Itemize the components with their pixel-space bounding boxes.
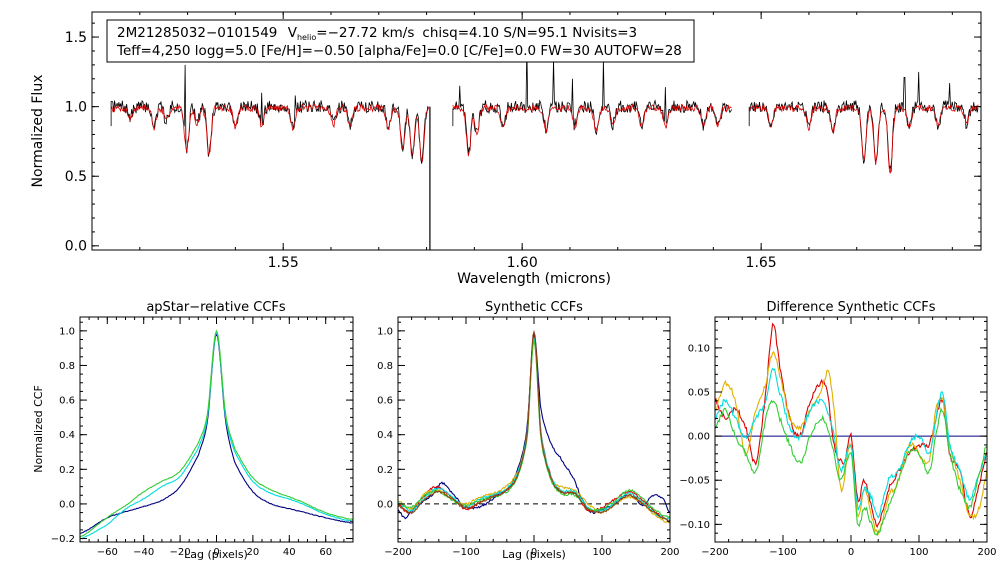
ccf3-series (714, 322, 988, 537)
ccf3-line-visit-3 (714, 367, 988, 519)
x-tick-label: 0 (213, 547, 219, 558)
spectrum-observed-chip-1 (110, 64, 429, 164)
ccf1-line-visit-3 (79, 329, 354, 538)
ccf-panel-difference: Difference Synthetic CCFs −200 −100 0 100 20… (679, 300, 996, 558)
y-tick-label: 1.5 (65, 30, 87, 46)
ccf3-title: Difference Synthetic CCFs (766, 300, 935, 315)
annotation-line-1: 2M21285032−0101549 Vhelio=−27.72 km/s chi… (117, 25, 637, 42)
y-tick-label: 0.6 (377, 396, 393, 407)
y-tick-label: 0.05 (688, 388, 710, 399)
y-tick-label: 0.4 (377, 430, 393, 441)
y-tick-label: 0.0 (65, 239, 87, 255)
ccf3-line-visit-1 (714, 322, 988, 529)
ccf1-line-visit-1 (79, 332, 354, 535)
ccf-panel-synthetic: Synthetic CCFs −200 −100 0 100 200 0.0 0.2 0.4 0… (377, 300, 679, 561)
ccf1-ticks: −60 −40 −20 0 20 40 60 −0.2 0.0 0.2 0.4 0.6 0.8 1.0 (51, 317, 354, 558)
x-tick-label: 1.60 (507, 255, 538, 271)
spectrum-fit-chip-3 (748, 103, 979, 174)
ccf3-line-visit-4 (714, 399, 988, 537)
ccf1-series (79, 329, 354, 540)
y-tick-label: 0.5 (65, 169, 87, 185)
x-tick-label: 200 (977, 547, 996, 558)
x-tick-label: 1.55 (268, 255, 299, 271)
x-tick-label: −200 (384, 547, 411, 558)
spectrum-ticks: 1.55 1.60 1.65 0.0 0.5 1.0 1.5 (65, 12, 981, 271)
y-tick-label: 1.0 (377, 326, 393, 337)
ccf3-ticks: −200 −100 0 100 200 −0.10 −0.05 0.00 0.05 0.10 (679, 317, 997, 558)
y-tick-label: −0.10 (679, 520, 710, 531)
x-tick-label: −200 (701, 547, 728, 558)
ccf3-line-visit-2 (714, 350, 988, 536)
x-tick-label: −100 (769, 547, 796, 558)
x-tick-label: 60 (319, 547, 332, 558)
x-tick-label: −40 (133, 547, 154, 558)
y-tick-label: 0.00 (688, 432, 710, 443)
x-tick-label: 100 (592, 547, 611, 558)
y-tick-label: 0.0 (59, 499, 75, 510)
ccf2-line-visit-4 (397, 340, 671, 519)
ccf-panel-apstar: apStar−relative CCFs −60 −40 −20 0 20 40 60 −0.… (32, 300, 354, 561)
x-tick-label: 1.65 (746, 255, 777, 271)
y-tick-label: 0.2 (377, 465, 393, 476)
ccf1-xlabel: Lag (pixels) (184, 548, 248, 561)
spectrum-fit-chip-2 (452, 103, 732, 157)
y-tick-label: 1.0 (65, 100, 87, 116)
ccf2-ticks: −200 −100 0 100 200 0.0 0.2 0.4 0.6 0.8 1.0 (377, 317, 680, 558)
ccf1-line-visit-2 (79, 331, 354, 540)
ccf1-title: apStar−relative CCFs (146, 300, 286, 315)
y-tick-label: 0.6 (59, 396, 75, 407)
y-tick-label: 0.0 (377, 499, 393, 510)
ccf2-title: Synthetic CCFs (485, 300, 583, 315)
spectrum-series (110, 44, 979, 250)
x-tick-label: 0 (848, 547, 854, 558)
annotation-vhelio-sub: helio (297, 33, 316, 42)
ccf2-line-visit-3 (397, 337, 671, 521)
y-tick-label: 0.8 (377, 361, 393, 372)
y-tick-label: 1.0 (59, 326, 75, 337)
ccf2-line-visit-5 (397, 329, 671, 523)
y-tick-label: 0.10 (688, 343, 710, 354)
spectrum-fit-chip-1 (110, 103, 429, 163)
x-tick-label: 40 (283, 547, 296, 558)
annotation-object: 2M21285032−0101549 (117, 25, 277, 41)
spectrum-observed-chip-3 (748, 71, 979, 172)
spectrum-annotation-box (106, 19, 695, 63)
ccf2-series (397, 329, 671, 525)
spectrum-panel: 1.55 1.60 1.65 0.0 0.5 1.0 1.5 2M21285032−0101… (30, 11, 982, 287)
x-tick-label: −100 (452, 547, 479, 558)
x-tick-label: 20 (247, 547, 260, 558)
spectrum-ylabel: Normalized Flux (30, 75, 46, 188)
annotation-vhelio-value: =−27.72 km/s (316, 25, 414, 41)
x-tick-label: 100 (909, 547, 928, 558)
annotation-stats: chisq=4.10 S/N=95.1 Nvisits=3 (422, 25, 637, 41)
y-tick-label: 0.8 (59, 361, 75, 372)
x-tick-label: 200 (660, 547, 679, 558)
x-tick-label: −60 (97, 547, 118, 558)
ccf2-line-visit-2 (397, 338, 671, 525)
y-tick-label: 0.4 (59, 430, 75, 441)
annotation-line-2: Teff=4,250 logg=5.0 [Fe/H]=−0.50 [alpha/… (116, 43, 682, 59)
spectrum-axes-frame (91, 11, 982, 251)
x-tick-label: −20 (170, 547, 191, 558)
x-tick-label: 0 (531, 547, 537, 558)
ccf1-ylabel: Normalized CCF (32, 385, 45, 473)
annotation-vhelio-label: V (288, 25, 298, 41)
ccf2-axes-frame (397, 316, 671, 543)
y-tick-label: −0.05 (679, 476, 710, 487)
ccf2-xlabel: Lag (pixels) (502, 548, 566, 561)
y-tick-label: 0.2 (59, 465, 75, 476)
spectrum-xlabel: Wavelength (microns) (457, 271, 611, 287)
y-tick-label: −0.2 (51, 534, 75, 545)
